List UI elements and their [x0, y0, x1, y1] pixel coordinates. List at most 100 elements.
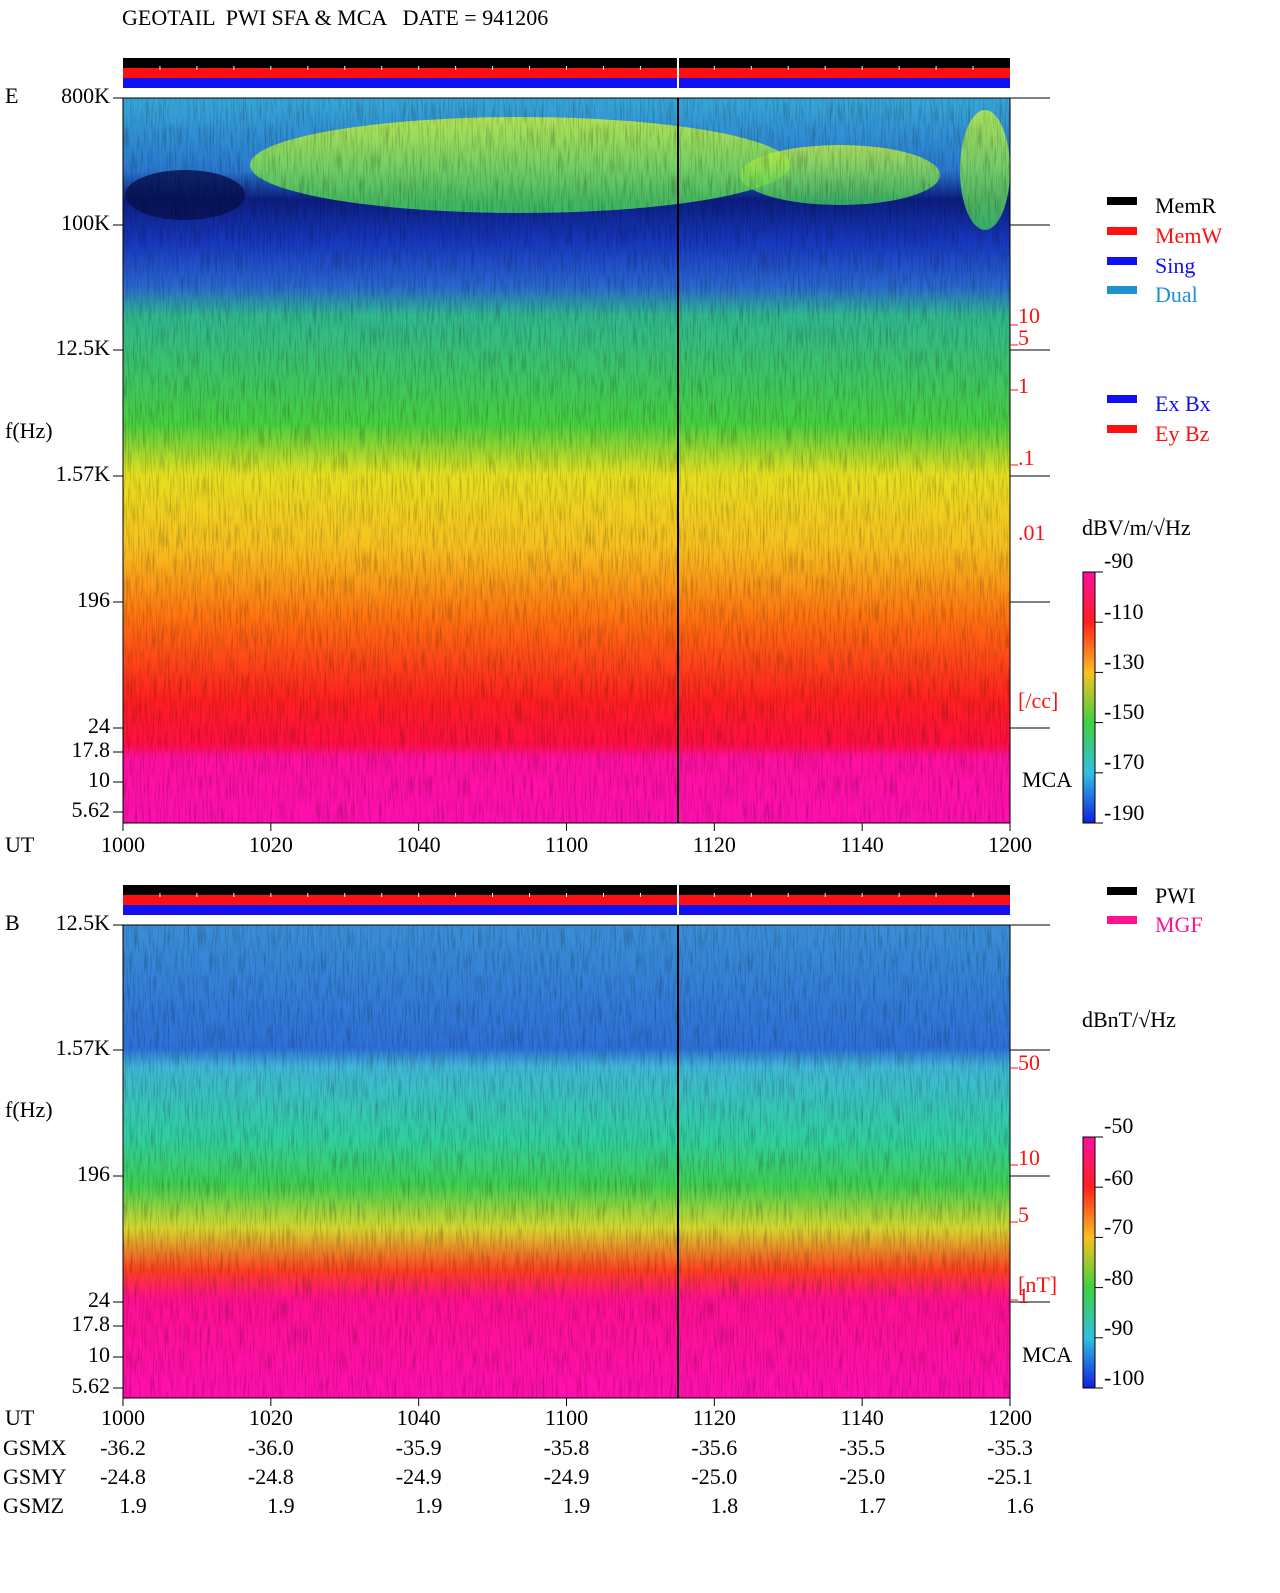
time-tick-label: 1020: [249, 832, 293, 857]
status-bar: [123, 905, 1010, 915]
orbit-value: -24.8: [100, 1464, 146, 1489]
orbit-value: -24.8: [248, 1464, 294, 1489]
freq-tick-label: 100K: [61, 210, 110, 235]
density-label: 1: [1018, 1283, 1029, 1308]
time-tick-label: 1100: [545, 1405, 588, 1430]
orbit-value: -25.0: [691, 1464, 737, 1489]
legend-label: Ex Bx: [1155, 391, 1211, 416]
freq-tick-label: 10: [88, 1342, 110, 1367]
noise: [123, 925, 1010, 1398]
freq-tick-label: 17.8: [72, 1311, 111, 1336]
density-label: .01: [1018, 520, 1046, 545]
colorbar-label: -60: [1104, 1165, 1133, 1190]
orbit-value: -25.0: [839, 1464, 885, 1489]
colorbar-label: -190: [1104, 800, 1144, 825]
time-tick-label: 1200: [988, 1405, 1032, 1430]
orbit-label: GSMX: [3, 1435, 67, 1460]
colorbar-label: -110: [1104, 599, 1144, 624]
density-label: 1: [1018, 373, 1029, 398]
orbit-value: -35.6: [691, 1435, 737, 1460]
legend-label: Sing: [1155, 253, 1195, 278]
legend-label: MGF: [1155, 912, 1203, 937]
legend-swatch: [1107, 227, 1137, 235]
orbit-value: -36.0: [248, 1435, 294, 1460]
freq-tick-label: 196: [77, 587, 110, 612]
orbit-value: -35.3: [987, 1435, 1033, 1460]
orbit-value: -35.5: [839, 1435, 885, 1460]
legend-label: MemR: [1155, 193, 1216, 218]
orbit-value: 1.9: [563, 1493, 591, 1518]
density-label: 5: [1018, 325, 1029, 350]
density-label: [nT]: [1018, 1272, 1057, 1297]
legend-swatch: [1107, 425, 1137, 433]
legend-label: MemW: [1155, 223, 1222, 248]
legend-swatch: [1107, 395, 1137, 403]
status-bar: [123, 58, 1010, 68]
freq-tick-label: 12.5K: [56, 910, 111, 935]
density-label: 5: [1018, 1202, 1029, 1227]
orbit-value: 1.8: [711, 1493, 739, 1518]
legend-swatch: [1107, 286, 1137, 294]
colorbar: [1082, 571, 1096, 824]
orbit-value: 1.9: [119, 1493, 147, 1518]
time-tick-label: 1000: [101, 1405, 145, 1430]
freq-tick-label: 24: [88, 1287, 110, 1312]
freq-tick-label: 10: [88, 767, 110, 792]
time-label: UT: [5, 832, 35, 857]
mca-label: MCA: [1022, 767, 1072, 792]
time-tick-label: 1020: [249, 1405, 293, 1430]
time-tick-label: 1100: [545, 832, 588, 857]
panel-label: E: [5, 83, 18, 108]
colorbar-label: -70: [1104, 1214, 1133, 1239]
title: GEOTAIL PWI SFA & MCA DATE = 941206: [122, 5, 548, 30]
time-tick-label: 1200: [988, 832, 1032, 857]
legend-swatch: [1107, 197, 1137, 205]
colorbar-label: -170: [1104, 749, 1144, 774]
density-label: 10: [1018, 303, 1040, 328]
unit-label: dBnT/√Hz: [1082, 1007, 1176, 1032]
density-label: 10: [1018, 1145, 1040, 1170]
time-tick-label: 1140: [841, 832, 884, 857]
colorbar-label: -50: [1104, 1113, 1133, 1138]
time-tick-label: 1040: [397, 832, 441, 857]
noise: [123, 98, 1010, 823]
freq-tick-label: 12.5K: [56, 335, 111, 360]
time-tick-label: 1000: [101, 832, 145, 857]
status-bar: [123, 895, 1010, 905]
freq-tick-label: 1.57K: [56, 461, 111, 486]
orbit-value: -25.1: [987, 1464, 1033, 1489]
orbit-label: GSMY: [3, 1464, 67, 1489]
orbit-value: -24.9: [396, 1464, 442, 1489]
legend-label: Ey Bz: [1155, 421, 1210, 446]
freq-tick-label: 24: [88, 713, 110, 738]
status-bar: [123, 885, 1010, 895]
time-tick-label: 1120: [693, 832, 736, 857]
legend-swatch: [1107, 257, 1137, 265]
orbit-value: 1.7: [858, 1493, 886, 1518]
orbit-label: GSMZ: [3, 1493, 64, 1518]
time-tick-label: 1120: [693, 1405, 736, 1430]
y-axis-label: f(Hz): [5, 418, 53, 443]
status-bar: [123, 68, 1010, 78]
orbit-value: -24.9: [544, 1464, 590, 1489]
unit-label: dBV/m/√Hz: [1082, 515, 1191, 540]
legend-swatch: [1107, 887, 1137, 895]
orbit-value: 1.9: [267, 1493, 295, 1518]
density-label: 50: [1018, 1050, 1040, 1075]
orbit-value: -35.8: [544, 1435, 590, 1460]
freq-tick-label: 196: [77, 1161, 110, 1186]
colorbar-label: -90: [1104, 1315, 1133, 1340]
freq-tick-label: 1.57K: [56, 1035, 111, 1060]
colorbar-label: -90: [1104, 548, 1133, 573]
panel-label: B: [5, 910, 20, 935]
orbit-value: 1.9: [415, 1493, 443, 1518]
mca-label: MCA: [1022, 1342, 1072, 1367]
time-label: UT: [5, 1405, 35, 1430]
freq-tick-label: 5.62: [72, 797, 111, 822]
colorbar-label: -80: [1104, 1265, 1133, 1290]
density-label: [/cc]: [1018, 688, 1058, 713]
legend-label: Dual: [1155, 282, 1198, 307]
y-axis-label: f(Hz): [5, 1097, 53, 1122]
legend-label: PWI: [1155, 883, 1195, 908]
